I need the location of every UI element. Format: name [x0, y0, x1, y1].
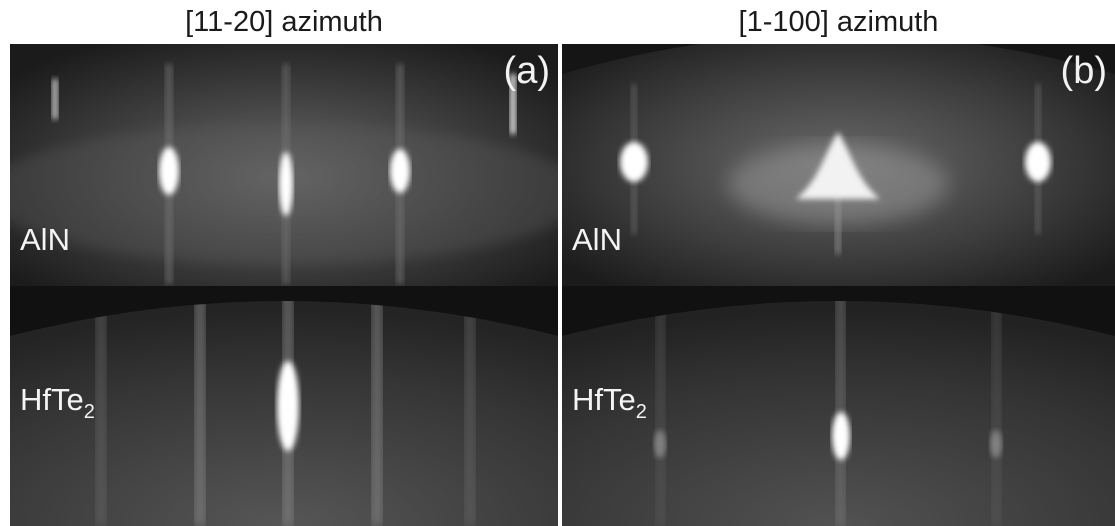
- rheed-pattern-image: [562, 286, 1115, 526]
- material-label-aln-a: AlN: [20, 222, 70, 257]
- column-title-right: [1-100] azimuth: [738, 6, 939, 38]
- material-label-hfte2-b: HfTe2: [572, 382, 647, 423]
- rheed-pattern-image: [10, 44, 558, 286]
- rheed-pattern-image: [562, 44, 1115, 286]
- rheed-panel-aln-11-20: (a) AlN: [10, 44, 558, 288]
- rheed-pattern-image: [10, 286, 558, 526]
- material-label-hfte2-a: HfTe2: [20, 382, 95, 423]
- rheed-panel-hfte2-1-100: HfTe2: [562, 286, 1115, 526]
- rheed-panel-hfte2-11-20: HfTe2: [10, 286, 558, 526]
- rheed-panel-aln-1-100: (b) AlN: [562, 44, 1115, 288]
- column-title-left: [11-20] azimuth: [185, 6, 383, 38]
- panel-label-a: (a): [503, 50, 550, 92]
- panel-label-b: (b): [1060, 50, 1107, 92]
- material-label-aln-b: AlN: [572, 222, 622, 257]
